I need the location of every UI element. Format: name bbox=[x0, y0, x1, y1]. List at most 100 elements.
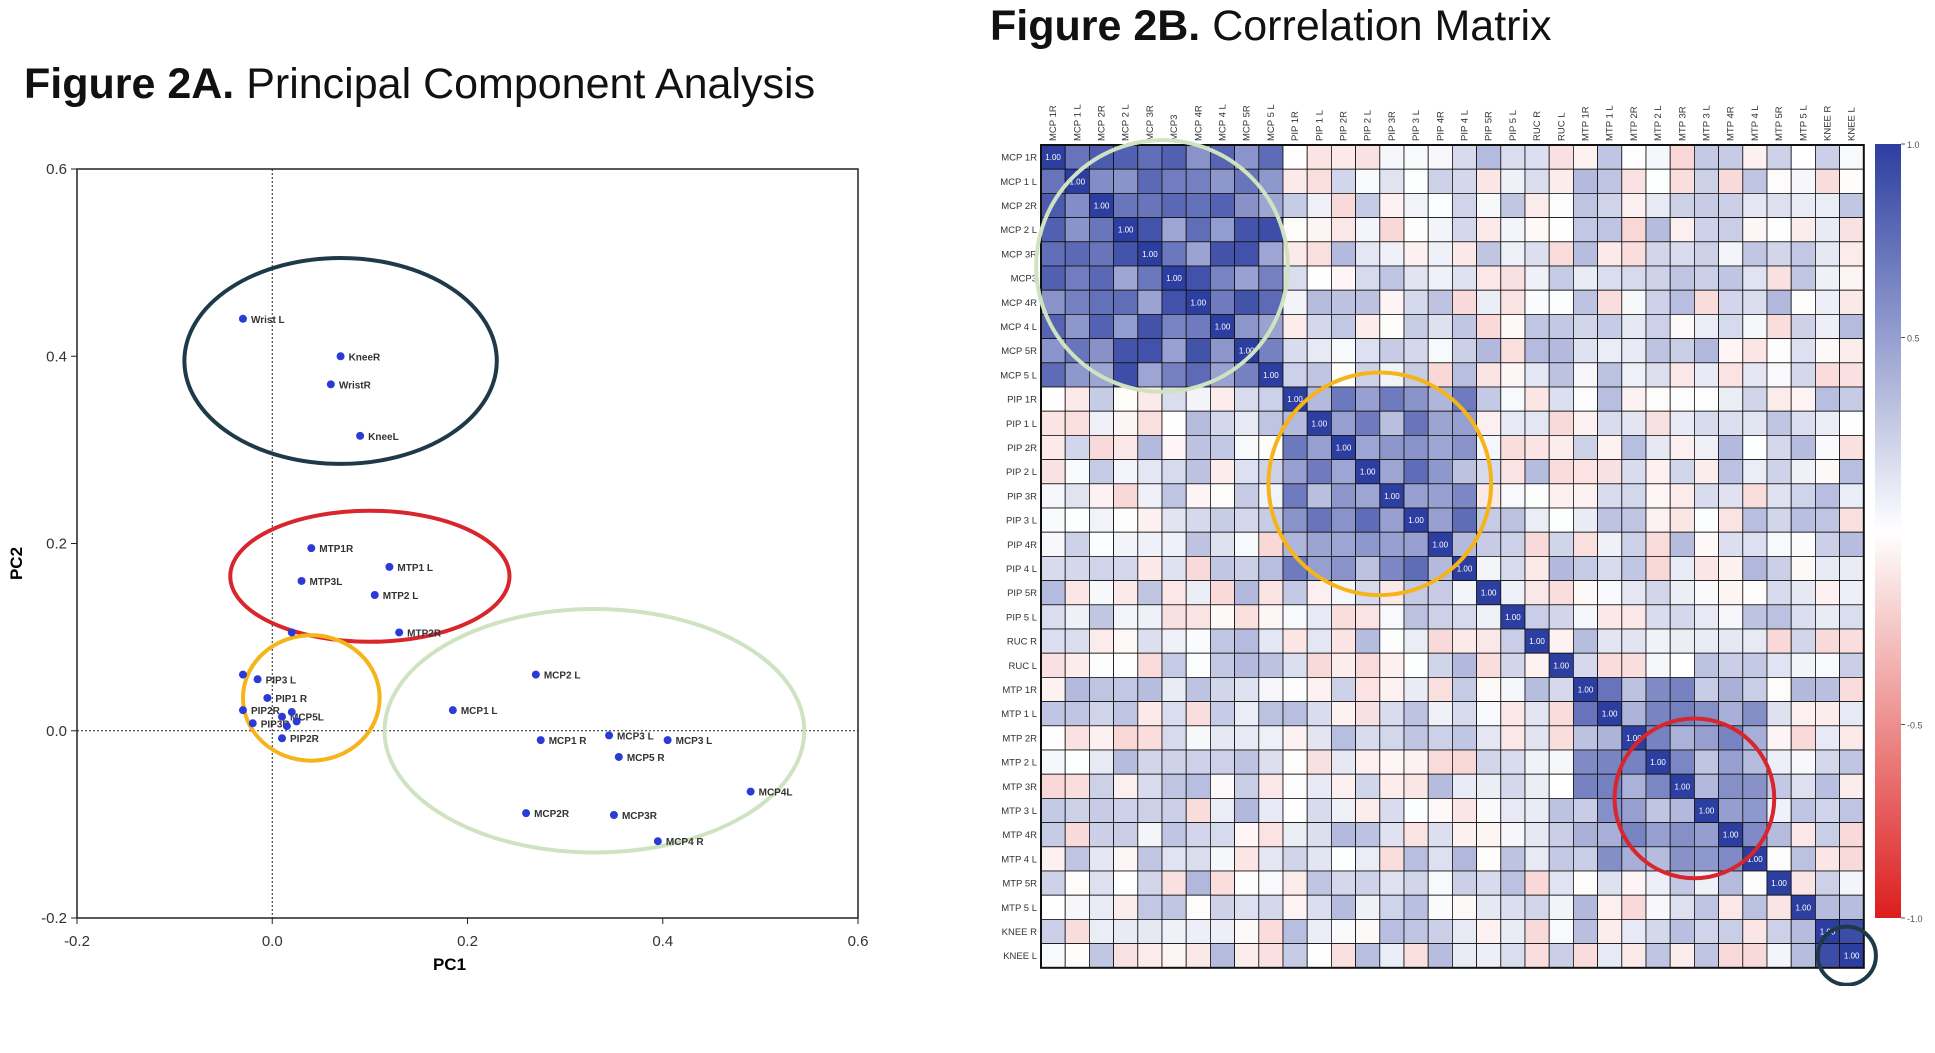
heatmap-cell bbox=[1137, 289, 1163, 315]
heatmap-cell bbox=[1161, 894, 1187, 920]
diagonal-value: 1.00 bbox=[1070, 177, 1086, 186]
heatmap-cell bbox=[1766, 628, 1792, 654]
heatmap-cell bbox=[1209, 628, 1235, 654]
heatmap-cell bbox=[1234, 725, 1260, 751]
heatmap-cell bbox=[1790, 677, 1816, 703]
heatmap-cell bbox=[1064, 434, 1090, 460]
diagonal-value: 1.00 bbox=[1457, 565, 1473, 574]
heatmap-cell bbox=[1500, 652, 1526, 678]
heatmap-cell bbox=[1790, 604, 1816, 630]
heatmap-cell bbox=[1258, 701, 1284, 727]
heatmap-cell bbox=[1137, 749, 1163, 775]
column-label: PIP 1R bbox=[1290, 111, 1301, 141]
heatmap-cell bbox=[1766, 555, 1792, 581]
heatmap-cell bbox=[1306, 507, 1332, 533]
heatmap-cell bbox=[1379, 338, 1405, 364]
heatmap-cell bbox=[1355, 894, 1381, 920]
heatmap-cell bbox=[1209, 749, 1235, 775]
heatmap-cell bbox=[1645, 410, 1671, 436]
heatmap-cell bbox=[1621, 483, 1647, 509]
heatmap-cell bbox=[1379, 241, 1405, 267]
heatmap-cell bbox=[1355, 870, 1381, 896]
heatmap-cell bbox=[1645, 822, 1671, 848]
heatmap-cell bbox=[1548, 313, 1574, 339]
heatmap-cell bbox=[1403, 822, 1429, 848]
column-label: MCP 3R bbox=[1145, 105, 1156, 141]
heatmap-cell bbox=[1718, 289, 1744, 315]
heatmap-cell bbox=[1500, 362, 1526, 388]
heatmap-cell bbox=[1573, 386, 1599, 412]
row-label: MCP 5 L bbox=[1000, 370, 1037, 381]
heatmap-cell bbox=[1209, 943, 1235, 969]
heatmap-cell bbox=[1742, 410, 1768, 436]
heatmap-cell bbox=[1524, 434, 1550, 460]
heatmap-cell bbox=[1306, 701, 1332, 727]
heatmap-cell bbox=[1573, 701, 1599, 727]
heatmap-cell bbox=[1185, 265, 1211, 291]
heatmap-cell bbox=[1669, 193, 1695, 219]
heatmap-cell bbox=[1573, 894, 1599, 920]
heatmap-cell bbox=[1645, 604, 1671, 630]
heatmap-cell bbox=[1185, 483, 1211, 509]
heatmap-cell bbox=[1064, 217, 1090, 243]
heatmap-cell bbox=[1330, 313, 1356, 339]
heatmap-cell bbox=[1451, 822, 1477, 848]
cluster-ellipse bbox=[240, 633, 382, 763]
heatmap-cell bbox=[1403, 459, 1429, 485]
heatmap-cell bbox=[1718, 894, 1744, 920]
heatmap-cell bbox=[1137, 725, 1163, 751]
heatmap-cell bbox=[1282, 507, 1308, 533]
heatmap-cell bbox=[1113, 459, 1139, 485]
scatter-point bbox=[663, 736, 672, 745]
heatmap-cell bbox=[1500, 410, 1526, 436]
heatmap-cell bbox=[1306, 459, 1332, 485]
heatmap-cell bbox=[1113, 919, 1139, 945]
heatmap-cell bbox=[1427, 846, 1453, 872]
heatmap-cell bbox=[1306, 919, 1332, 945]
x-tick-label: 0.6 bbox=[848, 933, 869, 950]
scatter-point bbox=[356, 431, 365, 440]
scatter-point bbox=[287, 708, 296, 717]
heatmap-cell bbox=[1476, 652, 1502, 678]
heatmap-cell bbox=[1137, 483, 1163, 509]
heatmap-cell bbox=[1355, 338, 1381, 364]
heatmap-cell bbox=[1185, 943, 1211, 969]
heatmap-cell bbox=[1573, 217, 1599, 243]
heatmap-cell bbox=[1476, 289, 1502, 315]
heatmap-cell bbox=[1137, 773, 1163, 799]
heatmap-cell bbox=[1839, 652, 1865, 678]
heatmap-cell bbox=[1209, 725, 1235, 751]
heatmap-cell bbox=[1500, 870, 1526, 896]
heatmap-cell bbox=[1548, 338, 1574, 364]
row-label: MCP 1 L bbox=[1000, 177, 1037, 188]
heatmap-cell bbox=[1597, 386, 1623, 412]
heatmap-cell bbox=[1113, 894, 1139, 920]
heatmap-cell bbox=[1476, 386, 1502, 412]
heatmap-cell bbox=[1234, 919, 1260, 945]
heatmap-cell bbox=[1161, 846, 1187, 872]
heatmap-cell bbox=[1234, 289, 1260, 315]
heatmap-cell bbox=[1645, 289, 1671, 315]
heatmap-cell bbox=[1839, 265, 1865, 291]
heatmap-cell bbox=[1209, 241, 1235, 267]
heatmap-cell bbox=[1621, 289, 1647, 315]
heatmap-cell bbox=[1040, 894, 1066, 920]
heatmap-cell bbox=[1427, 410, 1453, 436]
heatmap-cell bbox=[1548, 434, 1574, 460]
heatmap-cell bbox=[1379, 265, 1405, 291]
heatmap-cell bbox=[1573, 483, 1599, 509]
heatmap-cell bbox=[1451, 580, 1477, 606]
heatmap-cell bbox=[1427, 459, 1453, 485]
diagonal-value: 1.00 bbox=[1602, 710, 1618, 719]
heatmap-cell bbox=[1040, 677, 1066, 703]
heatmap-cell bbox=[1548, 241, 1574, 267]
heatmap-cell bbox=[1330, 434, 1356, 460]
heatmap-cell bbox=[1742, 168, 1768, 194]
heatmap-cell bbox=[1379, 555, 1405, 581]
diagonal-value: 1.00 bbox=[1433, 540, 1449, 549]
figure-2b-name: Correlation Matrix bbox=[1212, 2, 1552, 50]
heatmap-cell bbox=[1694, 241, 1720, 267]
heatmap-cell bbox=[1089, 507, 1115, 533]
heatmap-cell bbox=[1403, 338, 1429, 364]
heatmap-cell bbox=[1645, 919, 1671, 945]
